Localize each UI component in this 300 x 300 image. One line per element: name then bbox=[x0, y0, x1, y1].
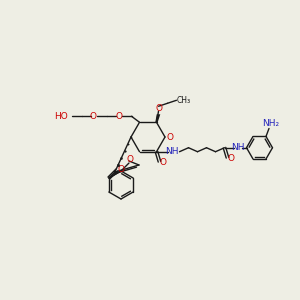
Polygon shape bbox=[155, 114, 160, 122]
Text: O: O bbox=[127, 155, 134, 164]
Text: O: O bbox=[228, 154, 235, 163]
Text: NH: NH bbox=[231, 143, 244, 152]
Text: O: O bbox=[117, 164, 124, 173]
Text: NH: NH bbox=[165, 147, 178, 156]
Text: O: O bbox=[156, 104, 163, 113]
Text: CH₃: CH₃ bbox=[176, 96, 190, 105]
Text: O: O bbox=[160, 158, 167, 167]
Text: NH₂: NH₂ bbox=[262, 119, 280, 128]
Text: O: O bbox=[90, 112, 97, 121]
Text: HO: HO bbox=[54, 112, 68, 121]
Text: O: O bbox=[115, 112, 122, 121]
Text: O: O bbox=[167, 133, 173, 142]
